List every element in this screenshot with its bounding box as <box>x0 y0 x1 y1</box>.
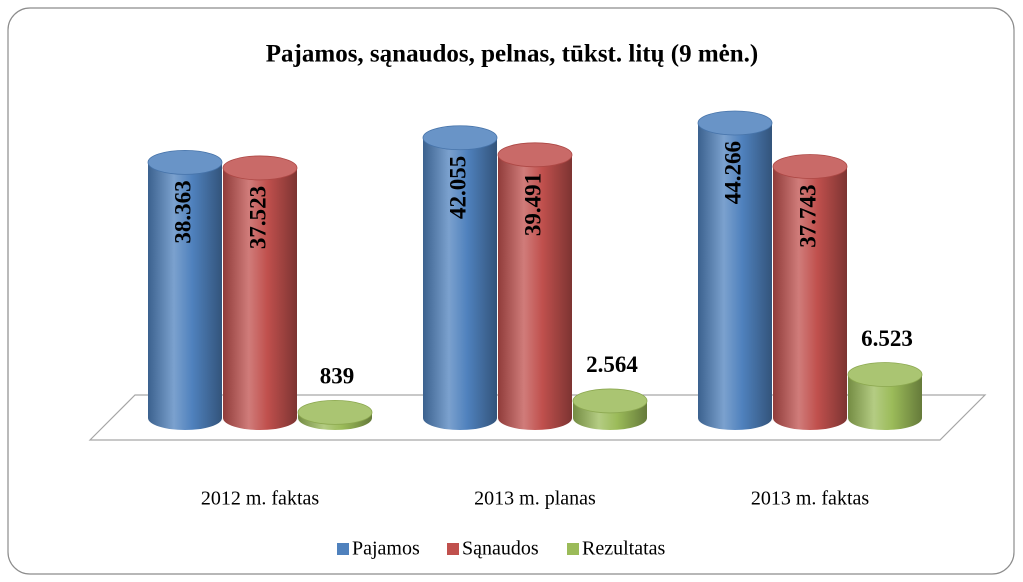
bar <box>223 167 297 431</box>
bar-top <box>297 400 373 425</box>
legend-swatch <box>567 543 579 555</box>
bar <box>423 137 497 430</box>
legend-label: Rezultatas <box>582 538 666 560</box>
bar <box>148 162 222 430</box>
data-label: 2.564 <box>586 352 638 377</box>
data-label: 39.491 <box>520 173 545 236</box>
bar-top <box>422 125 498 151</box>
bar <box>848 374 922 430</box>
data-label: 839 <box>320 364 355 389</box>
bar <box>698 123 772 430</box>
data-label: 37.743 <box>795 184 820 247</box>
chart-title: Pajamos, sąnaudos, pelnas, tūkst. litų (… <box>266 41 758 68</box>
bar-top <box>497 142 573 168</box>
x-tick-label: 2013 m. planas <box>474 488 596 510</box>
bar-top <box>772 154 848 179</box>
bar-top <box>697 110 773 136</box>
data-label: 42.055 <box>445 156 470 219</box>
x-tick-label: 2012 m. faktas <box>201 488 320 510</box>
data-label: 6.523 <box>861 326 913 351</box>
bar <box>773 166 847 430</box>
data-label: 37.523 <box>245 186 270 249</box>
legend-swatch <box>337 543 349 555</box>
bar-top <box>147 149 223 175</box>
bar <box>498 154 572 430</box>
bar-top <box>222 155 298 181</box>
legend-label: Pajamos <box>352 538 420 560</box>
legend-label: Sąnaudos <box>462 538 539 560</box>
bar-top <box>572 388 648 414</box>
x-tick-label: 2013 m. faktas <box>751 488 870 510</box>
legend-swatch <box>447 543 459 555</box>
bar-top <box>847 362 923 387</box>
data-label: 44.266 <box>720 141 745 204</box>
data-label: 38.363 <box>170 180 195 243</box>
